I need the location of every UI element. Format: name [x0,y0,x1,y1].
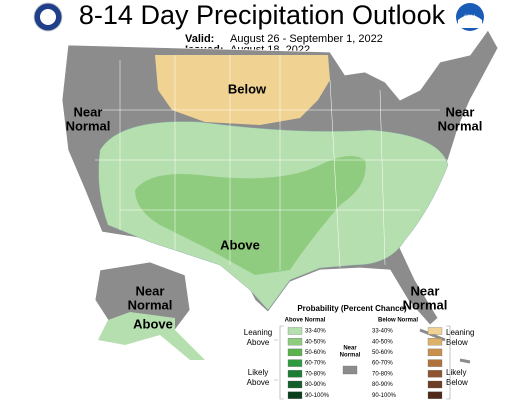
map-label: Normal [438,118,483,133]
map-label: Normal [403,297,448,312]
above-likely-region [135,156,366,275]
legend-level-above: 50-60% [305,350,326,356]
legend-swatch-below [427,391,443,399]
legend-above-header: Above Normal [285,318,326,324]
legend-title: Probability (Percent Chance) [297,304,407,313]
legend-swatch-above [287,348,303,357]
legend-leaning-above: Leaning [244,328,272,337]
legend-level-above: 33-40% [305,329,326,335]
legend-likely-below: Below [446,378,468,387]
legend-level-above: 80-90% [305,382,326,388]
map-label: Near [446,104,475,119]
state-borders [95,55,450,270]
legend-level-below: 60-70% [372,361,393,367]
legend-likely-above: Likely [248,368,268,377]
alaska-above [98,312,205,360]
legend-level-below: 80-90% [372,382,393,388]
legend-swatch-below [427,359,443,367]
legend-level-below: 70-80% [372,371,393,377]
legend-level-above: 60-70% [305,361,326,367]
valid-label: Valid: [185,33,214,45]
legend-level-below: 90-100% [372,393,397,399]
legend-swatch-below [427,338,443,346]
legend-bracket [274,325,451,400]
legend-swatch-above [287,391,303,399]
legend-swatch-above [287,380,303,389]
map-label: Near [411,283,440,298]
legend-level-below: 40-50% [372,339,393,345]
valid-dates: August 26 - September 1, 2022 [230,33,383,45]
legend-swatch-below [427,327,443,335]
map-label: Below [228,81,267,96]
noaa-logo-text: NOAA [464,13,476,18]
legend-swatch-above [287,359,303,367]
legend-near-label: Near [343,346,357,352]
legend-near-label: Normal [340,353,361,359]
map-label: Near [136,283,165,298]
legend-level-below: 33-40% [372,329,393,335]
legend-level-below: 50-60% [372,350,393,356]
legend-leaning-above: Above [247,338,270,347]
legend-level-above: 40-50% [305,339,326,345]
below-region [155,55,330,125]
title: 8-14 Day Precipitation Outlook [79,0,446,30]
map-label: Near [74,104,103,119]
legend-below-header: Below Normal [378,318,418,324]
legend-swatch-below [427,348,443,357]
legend-swatch-below [427,370,443,378]
legend-leaning-below: Below [446,338,468,347]
legend-leaning-below: Leaning [446,328,474,337]
map-label: Above [133,316,173,331]
legend-likely-above: Above [247,378,270,387]
legend-swatch-above [287,338,303,346]
legend-level-above: 70-80% [305,371,326,377]
legend-swatch-above [287,327,303,335]
legend-swatch-below [427,380,443,389]
doc-logo-inner [40,9,56,25]
legend-level-above: 90-100% [305,393,330,399]
legend-likely-below: Likely [446,368,466,377]
map-label: Normal [66,118,111,133]
legend-swatch-near [342,365,358,375]
noaa-logo-wave [458,15,482,28]
legend-swatch-above [287,370,303,378]
map-label: Above [220,237,260,252]
map-label: Normal [128,297,173,312]
